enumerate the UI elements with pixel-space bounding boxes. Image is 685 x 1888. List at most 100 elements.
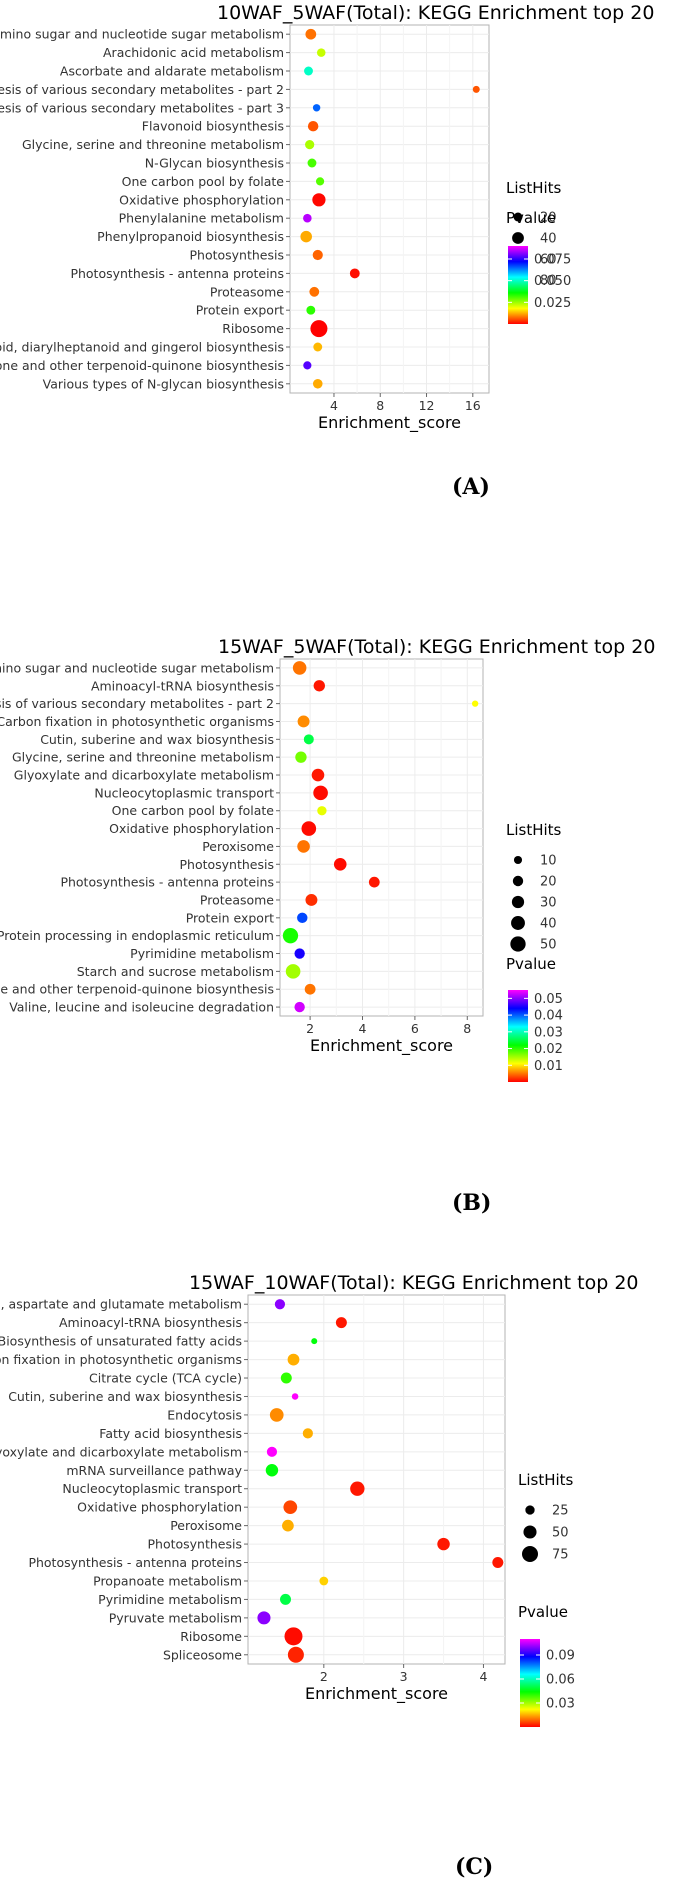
color-legend-label-a: 0.050 bbox=[534, 274, 571, 289]
category-label-c: Nucleocytoplasmic transport bbox=[62, 1481, 242, 1496]
category-label-c: Citrate cycle (TCA cycle) bbox=[89, 1371, 242, 1386]
category-label-c: Cutin, suberine and wax biosynthesis bbox=[8, 1389, 242, 1404]
data-point-b bbox=[297, 840, 310, 853]
color-legend-label-b: 0.02 bbox=[534, 1042, 563, 1057]
data-point-c bbox=[319, 1576, 329, 1586]
size-legend-dot-b bbox=[511, 895, 525, 909]
category-label-b: Aminoacyl-tRNA biosynthesis bbox=[91, 678, 274, 693]
color-bar-a bbox=[508, 246, 528, 324]
size-legend-label-a: 80 bbox=[540, 274, 557, 289]
category-label-c: Fatty acid biosynthesis bbox=[99, 1426, 242, 1441]
category-label-a: Protein export bbox=[196, 303, 284, 318]
category-label-a: Amino sugar and nucleotide sugar metabol… bbox=[0, 27, 284, 42]
chart-title-a: 10WAF_5WAF(Total): KEGG Enrichment top 2… bbox=[217, 2, 654, 24]
color-legend-label-c: 0.06 bbox=[546, 1673, 575, 1688]
grid-c bbox=[248, 1295, 505, 1664]
x-tick-label-a: 4 bbox=[330, 398, 338, 413]
category-label-a: Proteasome bbox=[210, 284, 284, 299]
category-label-a: Biosynthesis of various secondary metabo… bbox=[0, 82, 284, 97]
data-point-a bbox=[310, 320, 328, 338]
data-point-b bbox=[294, 948, 305, 959]
data-point-a bbox=[313, 342, 323, 352]
category-label-b: Amino sugar and nucleotide sugar metabol… bbox=[0, 660, 274, 675]
data-point-b bbox=[304, 983, 316, 995]
data-point-b bbox=[294, 1001, 305, 1013]
data-point-a bbox=[307, 158, 317, 168]
data-point-c bbox=[302, 1428, 313, 1439]
panel-label-a: (A) bbox=[452, 474, 490, 500]
category-label-c: Photosynthesis bbox=[147, 1537, 242, 1552]
data-point-a bbox=[300, 230, 312, 243]
data-point-b bbox=[292, 661, 307, 675]
data-point-c bbox=[282, 1519, 294, 1532]
data-point-b bbox=[313, 785, 328, 801]
data-point-a bbox=[307, 120, 319, 132]
points-b bbox=[282, 661, 479, 1013]
data-point-b bbox=[303, 734, 314, 745]
color-bar-b bbox=[508, 990, 528, 1082]
size-legend-title-b: ListHits bbox=[506, 821, 562, 839]
size-legend-label-c: 25 bbox=[552, 1504, 569, 1519]
data-point-b bbox=[313, 680, 325, 692]
plot-area-a bbox=[289, 24, 490, 394]
category-label-a: Phenylalanine metabolism bbox=[119, 211, 284, 226]
x-tick-label-c: 4 bbox=[479, 1669, 487, 1684]
x-tick-label-c: 2 bbox=[320, 1669, 328, 1684]
data-point-b bbox=[282, 928, 299, 944]
panel-a: 10WAF_5WAF(Total): KEGG Enrichment top 2… bbox=[0, 0, 685, 610]
data-point-c bbox=[287, 1646, 304, 1663]
size-legend-dot-b bbox=[512, 875, 524, 887]
category-label-a: Flavonoid biosynthesis bbox=[142, 119, 284, 134]
category-label-b: Ubiquinone and other terpenoid-quinone b… bbox=[0, 982, 274, 997]
chart-title-b: 15WAF_5WAF(Total): KEGG Enrichment top 2… bbox=[218, 636, 655, 658]
category-label-b: Starch and sucrose metabolism bbox=[77, 964, 274, 979]
category-label-a: Ascorbate and aldarate metabolism bbox=[60, 64, 284, 79]
x-tick-label-a: 8 bbox=[376, 398, 384, 413]
category-label-c: mRNA surveillance pathway bbox=[66, 1463, 242, 1478]
chart-c: 15WAF_10WAF(Total): KEGG Enrichment top … bbox=[0, 1272, 639, 1727]
data-point-c bbox=[492, 1557, 504, 1569]
category-label-a: Photosynthesis bbox=[189, 248, 284, 263]
category-label-b: Cutin, suberine and wax biosynthesis bbox=[40, 732, 274, 747]
color-legend-label-a: 0.075 bbox=[534, 253, 571, 268]
panel-c: 15WAF_10WAF(Total): KEGG Enrichment top … bbox=[0, 1270, 685, 1884]
category-label-a: Various types of N-glycan biosynthesis bbox=[43, 376, 284, 391]
data-point-c bbox=[284, 1627, 303, 1646]
category-label-c: Photosynthesis - antenna proteins bbox=[28, 1555, 242, 1570]
color-legend-title-a: Pvalue bbox=[506, 209, 556, 227]
data-point-a bbox=[316, 48, 326, 57]
points-a bbox=[300, 28, 480, 389]
plot-area-b bbox=[279, 658, 484, 1017]
data-point-a bbox=[303, 213, 312, 223]
category-label-a: N-Glycan biosynthesis bbox=[145, 156, 284, 171]
data-point-a bbox=[312, 379, 323, 389]
color-legend-label-a: 0.025 bbox=[534, 296, 571, 311]
category-label-c: Carbon fixation in photosynthetic organi… bbox=[0, 1352, 242, 1367]
data-point-c bbox=[280, 1372, 292, 1384]
data-point-c bbox=[311, 1338, 318, 1345]
x-tick-label-b: 6 bbox=[411, 1021, 419, 1036]
data-point-c bbox=[266, 1446, 278, 1457]
category-label-a: Stilbenoid, diarylheptanoid and gingerol… bbox=[0, 340, 284, 355]
data-point-c bbox=[257, 1611, 271, 1625]
category-label-b: Oxidative phosphorylation bbox=[109, 821, 274, 836]
x-axis-label-a: Enrichment_score bbox=[318, 413, 461, 433]
size-legend-dot-c bbox=[522, 1546, 538, 1562]
data-point-c bbox=[350, 1481, 365, 1496]
category-label-b: Proteasome bbox=[200, 892, 274, 907]
data-point-b bbox=[305, 894, 318, 906]
category-label-a: Phenylpropanoid biosynthesis bbox=[97, 229, 284, 244]
size-legend-dot-b bbox=[513, 855, 523, 865]
color-legend-label-b: 0.03 bbox=[534, 1025, 563, 1040]
x-tick-label-a: 12 bbox=[419, 398, 435, 413]
x-axis-label-b: Enrichment_score bbox=[310, 1036, 453, 1056]
category-label-c: Ribosome bbox=[180, 1629, 242, 1644]
data-point-c bbox=[274, 1299, 286, 1310]
data-point-a bbox=[305, 28, 317, 40]
category-label-c: Biosynthesis of unsaturated fatty acids bbox=[0, 1334, 242, 1349]
data-point-a bbox=[306, 305, 316, 315]
category-label-c: Endocytosis bbox=[167, 1407, 242, 1422]
points-c bbox=[257, 1299, 504, 1663]
data-point-c bbox=[269, 1408, 284, 1422]
category-label-b: Protein export bbox=[186, 910, 274, 925]
